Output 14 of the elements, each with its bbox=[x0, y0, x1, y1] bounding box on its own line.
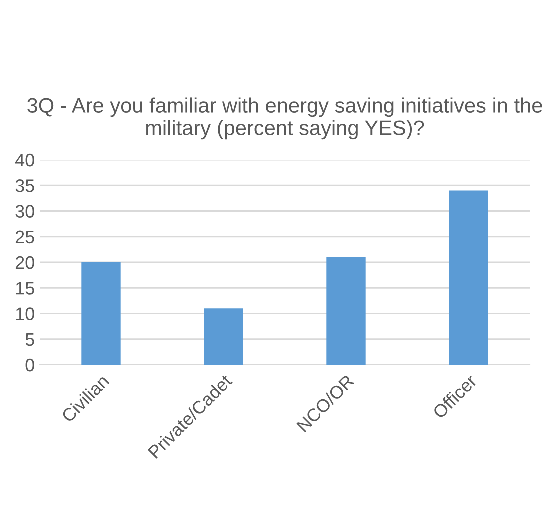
bar bbox=[82, 262, 121, 365]
bar bbox=[204, 308, 244, 365]
y-tick-label: 40 bbox=[15, 154, 34, 167]
bar bbox=[449, 190, 488, 365]
bar bbox=[326, 257, 366, 365]
y-tick-label: 5 bbox=[26, 333, 34, 346]
y-tick-label: 15 bbox=[16, 282, 34, 295]
y-tick-label: 35 bbox=[16, 180, 34, 192]
y-tick-label: 0 bbox=[26, 358, 34, 372]
y-tick-label: 20 bbox=[16, 256, 34, 270]
y-tick-label: 10 bbox=[16, 308, 34, 320]
y-tick-label: 25 bbox=[16, 230, 34, 244]
chart-title: 3Q - Are you familiar with energy saving initiatives in the military (percent saying YES)? bbox=[28, 98, 542, 140]
y-tick-label: 30 bbox=[16, 205, 34, 218]
